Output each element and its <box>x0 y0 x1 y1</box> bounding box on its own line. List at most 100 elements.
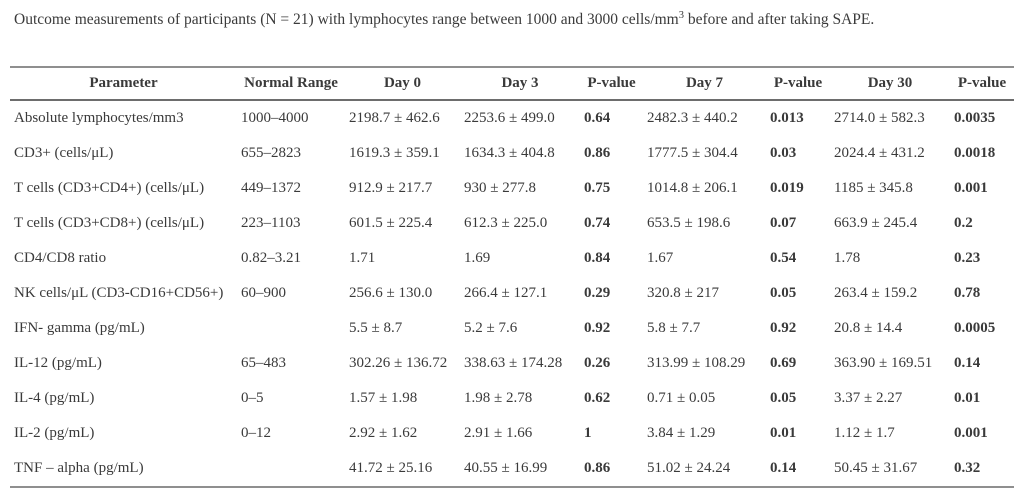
table-cell: 1.67 <box>647 250 674 266</box>
table-cell: 5.5 ± 8.7 <box>349 320 403 336</box>
table-cell: 266.4 ± 127.1 <box>464 285 548 301</box>
table-cell: 263.4 ± 159.2 <box>834 285 918 301</box>
table-cell: 0.69 <box>770 355 797 371</box>
table-cell: 601.5 ± 225.4 <box>349 215 433 231</box>
table-cell: 0.92 <box>584 320 611 336</box>
table-cell: 320.8 ± 217 <box>647 285 719 301</box>
table-cell: 1.57 ± 1.98 <box>349 390 418 406</box>
table-cell: 0.29 <box>584 285 611 301</box>
header-day-0: Day 0 <box>345 67 460 101</box>
table-cell: 0–12 <box>241 425 271 441</box>
table-cell: 50.45 ± 31.67 <box>834 460 918 476</box>
table-cell: 449–1372 <box>241 180 301 196</box>
cell-parameter: T cells (CD3+CD4+) (cells/μL) <box>14 180 205 196</box>
table-cell: 0.019 <box>770 180 804 196</box>
cell-parameter: Absolute lymphocytes/mm3 <box>14 110 184 126</box>
table-caption: Outcome measurements of participants (N … <box>14 10 874 30</box>
cell-parameter: IFN- gamma (pg/mL) <box>14 320 145 336</box>
table-cell: 0.74 <box>584 215 611 231</box>
table-cell: 0.26 <box>584 355 611 371</box>
table-row: T cells (CD3+CD8+) (cells/μL) 223–1103 601… <box>10 206 1014 241</box>
outcomes-table: Parameter Normal Range Day 0 Day 3 P-val… <box>10 66 1014 488</box>
cell-parameter: CD3+ (cells/μL) <box>14 145 114 161</box>
table-cell: 1777.5 ± 304.4 <box>647 145 738 161</box>
table-cell: 0.0018 <box>954 145 996 161</box>
table-cell: 363.90 ± 169.51 <box>834 355 933 371</box>
table-cell: 51.02 ± 24.24 <box>647 460 731 476</box>
header-p-value-2: P-value <box>766 67 830 101</box>
table-cell: 2253.6 ± 499.0 <box>464 110 555 126</box>
table-body: Absolute lymphocytes/mm3 1000–4000 2198.7 … <box>10 100 1014 487</box>
cell-parameter: IL-4 (pg/mL) <box>14 390 95 406</box>
table-cell: 655–2823 <box>241 145 301 161</box>
table-cell: 2714.0 ± 582.3 <box>834 110 925 126</box>
table-cell: 1 <box>584 425 592 441</box>
header-normal-range: Normal Range <box>237 67 345 101</box>
table-cell: 0.05 <box>770 285 797 301</box>
table-cell: 930 ± 277.8 <box>464 180 536 196</box>
table-cell: 2024.4 ± 431.2 <box>834 145 925 161</box>
table-cell: 0.32 <box>954 460 981 476</box>
table-cell: 40.55 ± 16.99 <box>464 460 548 476</box>
header-day-7: Day 7 <box>643 67 766 101</box>
table-cell: 653.5 ± 198.6 <box>647 215 731 231</box>
table-cell: 0.013 <box>770 110 804 126</box>
table-cell: 41.72 ± 25.16 <box>349 460 433 476</box>
table-cell: 1634.3 ± 404.8 <box>464 145 555 161</box>
table-cell: 256.6 ± 130.0 <box>349 285 433 301</box>
table-cell: 0.0005 <box>954 320 996 336</box>
table-cell: 0.92 <box>770 320 797 336</box>
table-cell: 0.01 <box>770 425 797 441</box>
table-cell: 223–1103 <box>241 215 301 231</box>
table-cell: 0.23 <box>954 250 981 266</box>
table-cell: 65–483 <box>241 355 286 371</box>
table-cell: 0–5 <box>241 390 264 406</box>
table-cell: 0.03 <box>770 145 797 161</box>
table-cell: 2.91 ± 1.66 <box>464 425 533 441</box>
header-p-value-1: P-value <box>580 67 643 101</box>
table-cell: 5.2 ± 7.6 <box>464 320 518 336</box>
table-cell: 3.84 ± 1.29 <box>647 425 716 441</box>
cell-parameter: IL-12 (pg/mL) <box>14 355 102 371</box>
table-cell: 60–900 <box>241 285 286 301</box>
header-p-value-3: P-value <box>950 67 1014 101</box>
table-row: NK cells/μL (CD3-CD16+CD56+) 60–900 256.6 … <box>10 276 1014 311</box>
table-cell <box>237 311 345 346</box>
table-cell: 0.62 <box>584 390 611 406</box>
table-cell: 0.78 <box>954 285 981 301</box>
table-row: Absolute lymphocytes/mm3 1000–4000 2198.7 … <box>10 100 1014 136</box>
table-cell: 0.05 <box>770 390 797 406</box>
table-row: TNF – alpha (pg/mL) 41.72 ± 25.16 40.55 ± … <box>10 451 1014 487</box>
caption-superscript: 3 <box>678 9 684 21</box>
cell-parameter: CD4/CD8 ratio <box>14 250 107 266</box>
table-cell: 1.12 ± 1.7 <box>834 425 895 441</box>
table-cell: 612.3 ± 225.0 <box>464 215 548 231</box>
table-cell: 0.14 <box>770 460 797 476</box>
cell-parameter: T cells (CD3+CD8+) (cells/μL) <box>14 215 205 231</box>
table-row: CD4/CD8 ratio 0.82–3.21 1.71 1.69 0.84 1.67 0.… <box>10 241 1014 276</box>
table-cell: 0.82–3.21 <box>241 250 301 266</box>
cell-parameter: TNF – alpha (pg/mL) <box>14 460 144 476</box>
table-cell: 1185 ± 345.8 <box>834 180 913 196</box>
table-cell: 0.001 <box>954 425 988 441</box>
table-cell: 0.86 <box>584 145 611 161</box>
table-cell: 0.01 <box>954 390 981 406</box>
table-row: IL-4 (pg/mL) 0–5 1.57 ± 1.98 1.98 ± 2.78 0.6… <box>10 381 1014 416</box>
table-cell: 0.001 <box>954 180 988 196</box>
header-parameter: Parameter <box>10 67 237 101</box>
table-cell: 1.71 <box>349 250 376 266</box>
table-row: IL-2 (pg/mL) 0–12 2.92 ± 1.62 2.91 ± 1.66 1 3… <box>10 416 1014 451</box>
table-cell: 0.2 <box>954 215 973 231</box>
table-cell: 313.99 ± 108.29 <box>647 355 746 371</box>
table-cell: 663.9 ± 245.4 <box>834 215 918 231</box>
table-cell: 1000–4000 <box>241 110 309 126</box>
table-row: IFN- gamma (pg/mL) 5.5 ± 8.7 5.2 ± 7.6 0.92… <box>10 311 1014 346</box>
table-cell: 3.37 ± 2.27 <box>834 390 903 406</box>
cell-parameter: NK cells/μL (CD3-CD16+CD56+) <box>14 285 224 301</box>
table-cell: 0.14 <box>954 355 981 371</box>
table-cell: 0.07 <box>770 215 797 231</box>
table-cell: 2.92 ± 1.62 <box>349 425 418 441</box>
table-cell: 1.78 <box>834 250 861 266</box>
table-cell: 1014.8 ± 206.1 <box>647 180 738 196</box>
table-cell: 0.0035 <box>954 110 996 126</box>
